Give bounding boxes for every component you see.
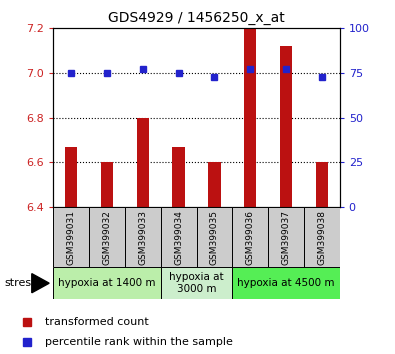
Bar: [280, 46, 292, 207]
Bar: [244, 28, 256, 207]
Bar: [137, 118, 149, 207]
Text: GSM399034: GSM399034: [174, 210, 183, 265]
Text: GSM399035: GSM399035: [210, 210, 219, 265]
Bar: [197, 207, 232, 267]
Bar: [316, 162, 328, 207]
Bar: [161, 207, 197, 267]
Polygon shape: [32, 274, 49, 293]
Text: hypoxia at
3000 m: hypoxia at 3000 m: [169, 272, 224, 294]
Bar: [89, 207, 125, 267]
Bar: [304, 207, 340, 267]
Text: GSM399037: GSM399037: [282, 210, 290, 265]
Text: GSM399031: GSM399031: [67, 210, 76, 265]
Bar: [208, 162, 221, 207]
Bar: [232, 267, 340, 299]
Bar: [172, 147, 185, 207]
Text: GSM399036: GSM399036: [246, 210, 255, 265]
Text: stress: stress: [4, 278, 37, 288]
Text: GSM399038: GSM399038: [317, 210, 326, 265]
Bar: [268, 207, 304, 267]
Bar: [125, 207, 161, 267]
Title: GDS4929 / 1456250_x_at: GDS4929 / 1456250_x_at: [108, 11, 285, 24]
Bar: [65, 147, 77, 207]
Bar: [53, 267, 161, 299]
Text: GSM399032: GSM399032: [103, 210, 111, 265]
Bar: [232, 207, 268, 267]
Text: hypoxia at 1400 m: hypoxia at 1400 m: [58, 278, 156, 288]
Text: percentile rank within the sample: percentile rank within the sample: [45, 337, 233, 347]
Bar: [101, 162, 113, 207]
Bar: [53, 207, 89, 267]
Text: GSM399033: GSM399033: [138, 210, 147, 265]
Bar: [161, 267, 232, 299]
Text: transformed count: transformed count: [45, 318, 149, 327]
Text: hypoxia at 4500 m: hypoxia at 4500 m: [237, 278, 335, 288]
